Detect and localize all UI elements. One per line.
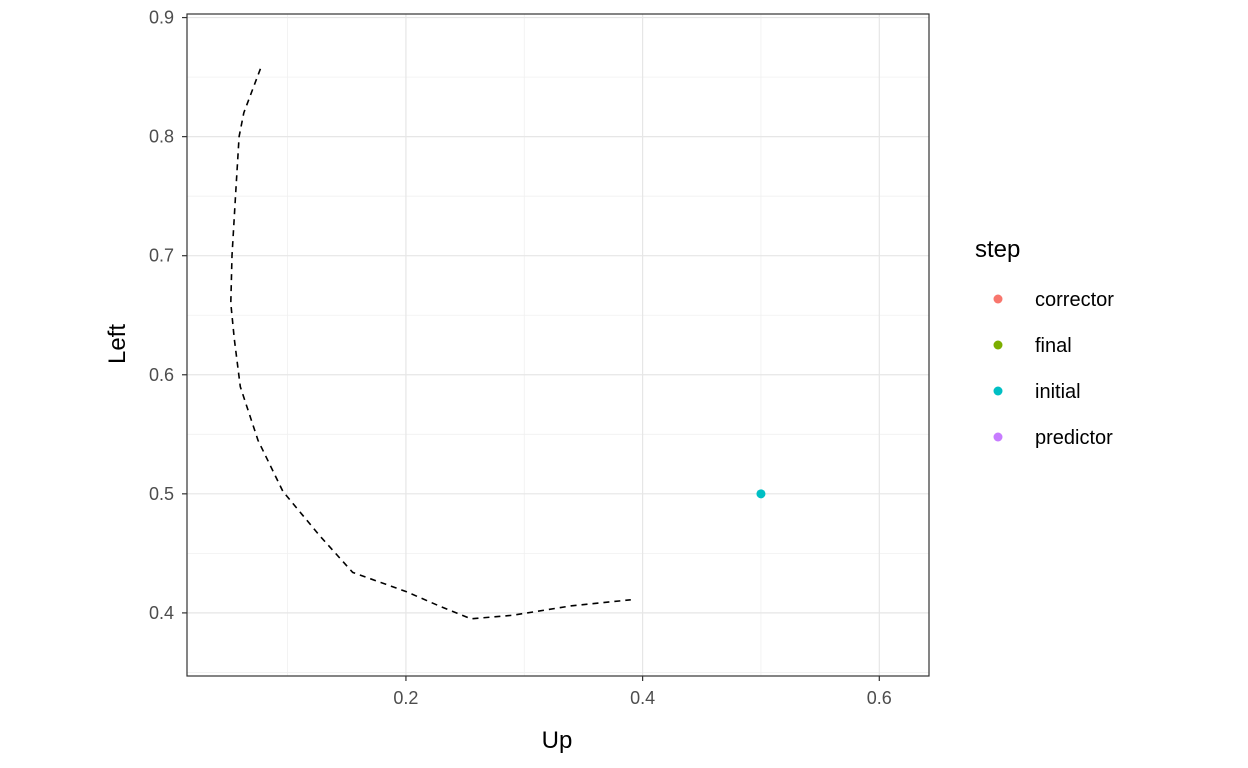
minor-gridlines (187, 14, 929, 676)
x-tick-label: 0.4 (630, 688, 655, 708)
legend-key-initial (993, 386, 1003, 396)
legend-key-corrector (993, 294, 1003, 304)
y-tick-label: 0.7 (149, 246, 174, 266)
x-tick-label: 0.2 (393, 688, 418, 708)
y-tick-label: 0.4 (149, 603, 174, 623)
points-layer (756, 489, 766, 499)
x-tick-label: 0.6 (867, 688, 892, 708)
legend-key-final (993, 340, 1003, 350)
legend: step corrector final initial predictor (975, 236, 1114, 449)
legend-label-corrector: corrector (1035, 289, 1114, 311)
y-tick-label: 0.9 (149, 8, 174, 28)
panel-border (186, 13, 930, 677)
legend-label-final: final (1035, 335, 1072, 357)
trajectory-layer (229, 68, 631, 620)
data-point-initial (756, 489, 766, 499)
legend-label-predictor: predictor (1035, 427, 1113, 449)
x-axis: 0.2 0.4 0.6 (393, 676, 892, 708)
major-gridlines (187, 14, 929, 676)
trajectory-line (229, 68, 631, 620)
legend-label-initial: initial (1035, 381, 1081, 403)
x-axis-title: Up (542, 727, 573, 754)
y-axis-title: Left (104, 324, 131, 364)
y-tick-label: 0.8 (149, 127, 174, 147)
legend-key-predictor (993, 432, 1003, 442)
y-tick-label: 0.5 (149, 484, 174, 504)
y-axis: 0.4 0.5 0.6 0.7 0.8 0.9 (149, 8, 187, 623)
y-tick-label: 0.6 (149, 365, 174, 385)
legend-title: step (975, 236, 1020, 263)
